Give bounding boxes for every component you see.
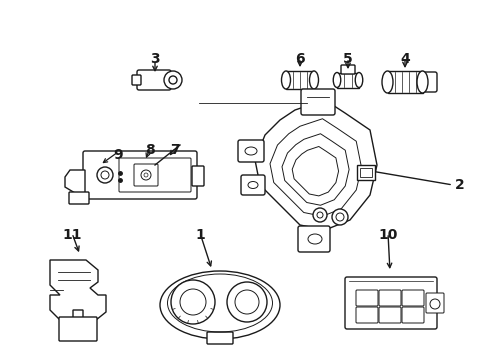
Circle shape xyxy=(169,76,177,84)
Ellipse shape xyxy=(160,271,280,339)
Text: 3: 3 xyxy=(150,52,160,66)
FancyBboxPatch shape xyxy=(426,293,444,313)
Text: 7: 7 xyxy=(170,143,180,157)
Circle shape xyxy=(336,213,344,221)
FancyBboxPatch shape xyxy=(298,226,330,252)
Circle shape xyxy=(141,170,151,180)
Polygon shape xyxy=(65,170,85,193)
Bar xyxy=(388,71,422,93)
FancyBboxPatch shape xyxy=(238,140,264,162)
Ellipse shape xyxy=(245,147,257,155)
Circle shape xyxy=(227,282,267,322)
Ellipse shape xyxy=(308,234,322,244)
Text: 9: 9 xyxy=(113,148,123,162)
FancyBboxPatch shape xyxy=(59,317,97,341)
FancyBboxPatch shape xyxy=(356,307,378,323)
Circle shape xyxy=(430,299,440,309)
Text: 6: 6 xyxy=(295,52,305,66)
FancyBboxPatch shape xyxy=(207,332,233,344)
Ellipse shape xyxy=(310,71,318,89)
Ellipse shape xyxy=(417,71,428,93)
Ellipse shape xyxy=(333,72,341,87)
FancyBboxPatch shape xyxy=(341,65,355,74)
Ellipse shape xyxy=(248,181,258,189)
Ellipse shape xyxy=(382,71,393,93)
FancyBboxPatch shape xyxy=(69,192,89,204)
FancyBboxPatch shape xyxy=(379,307,401,323)
FancyBboxPatch shape xyxy=(83,151,197,199)
FancyBboxPatch shape xyxy=(301,89,335,115)
Circle shape xyxy=(171,280,215,324)
FancyBboxPatch shape xyxy=(356,290,378,306)
Circle shape xyxy=(313,208,327,222)
Text: 11: 11 xyxy=(62,228,82,242)
FancyBboxPatch shape xyxy=(241,175,265,195)
FancyBboxPatch shape xyxy=(357,165,375,180)
Bar xyxy=(337,72,359,87)
Ellipse shape xyxy=(281,71,291,89)
FancyBboxPatch shape xyxy=(379,290,401,306)
Text: 2: 2 xyxy=(455,178,465,192)
FancyBboxPatch shape xyxy=(134,164,158,186)
FancyBboxPatch shape xyxy=(137,70,171,90)
Circle shape xyxy=(332,209,348,225)
Circle shape xyxy=(164,71,182,89)
FancyBboxPatch shape xyxy=(420,72,437,92)
Text: 8: 8 xyxy=(145,143,155,157)
Circle shape xyxy=(144,173,148,177)
Ellipse shape xyxy=(355,72,363,87)
Polygon shape xyxy=(255,100,377,230)
Circle shape xyxy=(101,171,109,179)
FancyBboxPatch shape xyxy=(402,307,424,323)
Circle shape xyxy=(317,212,323,218)
FancyBboxPatch shape xyxy=(360,168,372,177)
Text: 4: 4 xyxy=(400,52,410,66)
Text: 10: 10 xyxy=(378,228,398,242)
FancyBboxPatch shape xyxy=(132,75,141,85)
Circle shape xyxy=(97,167,113,183)
Text: 5: 5 xyxy=(343,52,353,66)
Bar xyxy=(286,71,314,89)
Text: 1: 1 xyxy=(195,228,205,242)
FancyBboxPatch shape xyxy=(402,290,424,306)
Circle shape xyxy=(235,290,259,314)
FancyBboxPatch shape xyxy=(345,277,437,329)
Polygon shape xyxy=(50,260,106,320)
Circle shape xyxy=(180,289,206,315)
FancyBboxPatch shape xyxy=(119,158,191,192)
FancyBboxPatch shape xyxy=(192,166,204,186)
